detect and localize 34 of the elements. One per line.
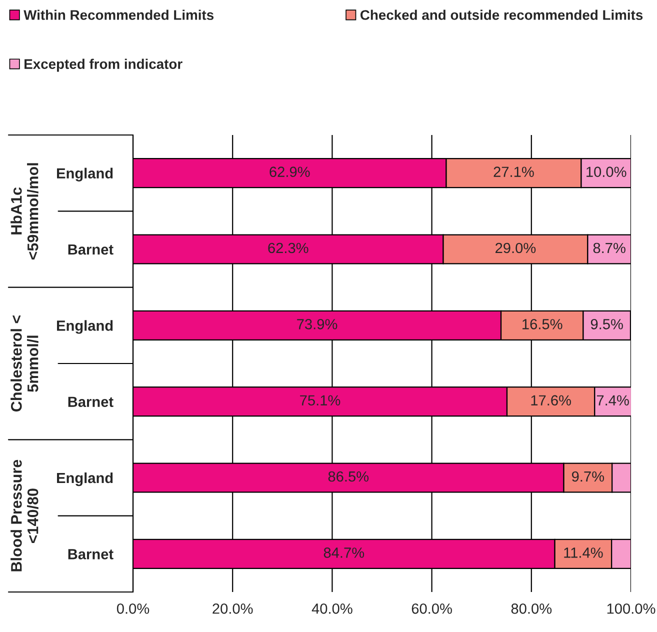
data-label: 16.5%: [522, 319, 562, 330]
x-tick-label: 40.0%: [312, 603, 352, 614]
data-label: 29.0%: [496, 242, 536, 254]
x-tick-label: 60.0%: [412, 603, 452, 614]
x-tick-label: 20.0%: [212, 603, 253, 614]
data-label: 86.5%: [328, 471, 369, 482]
data-label: 84.7%: [324, 548, 364, 558]
data-label: 27.1%: [494, 166, 534, 177]
y-tick-label: Barnet: [68, 396, 114, 408]
x-tick-label: 100.0%: [607, 603, 656, 614]
data-label: 8.7%: [593, 242, 626, 254]
data-label: 17.6%: [531, 395, 571, 406]
y-tick-label: Barnet: [68, 244, 114, 255]
data-label: 11.4%: [564, 548, 603, 558]
legend-label: Within Recommended Limits: [24, 10, 214, 20]
y-tick-label: England: [57, 168, 113, 182]
data-label: 73.9%: [297, 319, 338, 330]
data-label: 62.3%: [268, 242, 308, 254]
legend-label: Excepted from indicator: [24, 58, 182, 72]
text: Blood Pressure <140/80: [10, 460, 38, 572]
text: Cholesterol < 5mmol/l: [10, 316, 38, 412]
data-label: 7.4%: [596, 395, 629, 406]
data-label: 10.0%: [586, 166, 626, 177]
data-label: 9.5%: [590, 319, 623, 330]
y-tick-label: England: [57, 472, 113, 486]
x-tick-label: 80.0%: [511, 603, 552, 614]
data-label: 9.7%: [572, 471, 604, 482]
y-tick-label: England: [57, 320, 113, 334]
x-tick-label: 0.0%: [116, 603, 150, 614]
data-label: 75.1%: [300, 395, 340, 406]
legend-label: Checked and outside recommended Limits: [360, 10, 643, 20]
text: HbA1c <59mmol/mol: [10, 163, 38, 260]
data-label: 62.9%: [270, 166, 310, 177]
y-tick-label: Barnet: [68, 549, 114, 560]
